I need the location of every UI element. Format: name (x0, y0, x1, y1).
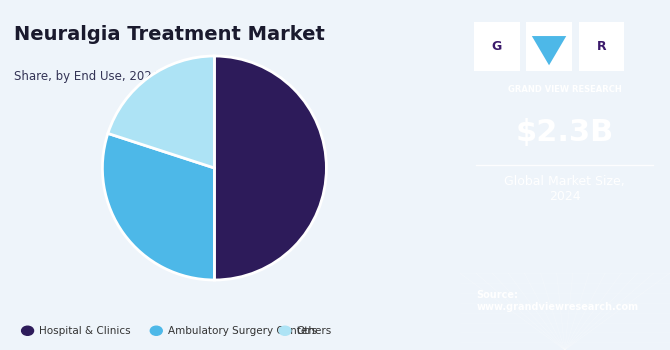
FancyBboxPatch shape (527, 22, 572, 71)
FancyBboxPatch shape (474, 22, 519, 71)
FancyBboxPatch shape (579, 22, 624, 71)
Text: Source:
www.grandviewresearch.com: Source: www.grandviewresearch.com (476, 290, 639, 312)
Text: $2.3B: $2.3B (516, 119, 614, 147)
Wedge shape (103, 133, 214, 280)
Polygon shape (532, 36, 566, 65)
Text: GRAND VIEW RESEARCH: GRAND VIEW RESEARCH (508, 85, 622, 94)
Text: Global Market Size,
2024: Global Market Size, 2024 (505, 175, 625, 203)
Text: R: R (596, 40, 606, 53)
Text: G: G (492, 40, 502, 53)
Wedge shape (108, 56, 214, 168)
Text: Others: Others (296, 326, 332, 336)
Circle shape (279, 326, 291, 335)
Circle shape (150, 326, 162, 335)
Text: Neuralgia Treatment Market: Neuralgia Treatment Market (14, 25, 325, 43)
Text: Ambulatory Surgery Centers: Ambulatory Surgery Centers (168, 326, 317, 336)
Circle shape (21, 326, 34, 335)
Text: Share, by End Use, 2024 (%): Share, by End Use, 2024 (%) (14, 70, 183, 83)
Text: Hospital & Clinics: Hospital & Clinics (39, 326, 131, 336)
Wedge shape (214, 56, 326, 280)
